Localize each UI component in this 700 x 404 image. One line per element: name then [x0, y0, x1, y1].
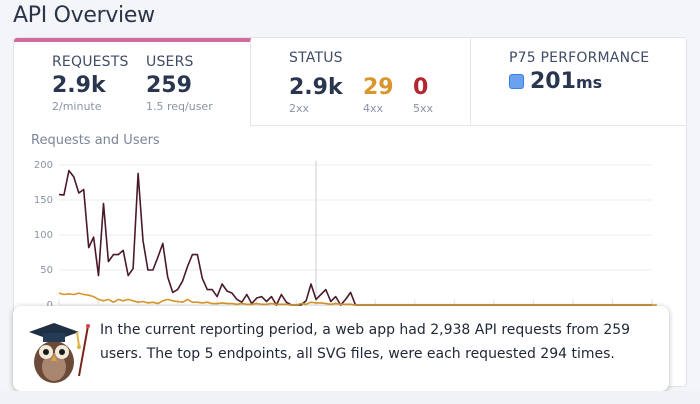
- requests-metric: REQUESTS 2.9k 2/minute: [52, 54, 129, 113]
- performance-value: 201: [530, 69, 576, 94]
- status-4xx: 29 4xx: [363, 72, 394, 116]
- status-5xx: 0 5xx: [413, 72, 434, 116]
- series-line-users: [58, 292, 657, 306]
- summary-banner: In the current reporting period, a web a…: [13, 306, 669, 391]
- performance-metric: P75 PERFORMANCE 201ms: [509, 50, 649, 95]
- users-rate: 1.5 req/user: [146, 100, 213, 113]
- performance-value-row: 201ms: [509, 70, 649, 95]
- status-label: STATUS: [289, 50, 343, 66]
- summary-text: In the current reporting period, a web a…: [100, 322, 631, 362]
- users-value: 259: [146, 73, 192, 98]
- y-tick-label: 150: [34, 195, 53, 206]
- requests-label: REQUESTS: [52, 54, 129, 70]
- page-title: API Overview: [13, 3, 155, 28]
- status-2xx-label: 2xx: [289, 102, 310, 115]
- users-label: USERS: [146, 54, 194, 70]
- tab-status[interactable]: STATUS 2.9k 2xx 29 4xx 0 5xx: [251, 38, 471, 126]
- tab-performance[interactable]: P75 PERFORMANCE 201ms: [471, 38, 686, 126]
- tab-requests-users[interactable]: REQUESTS 2.9k 2/minute USERS 259 1.5 req…: [14, 38, 251, 126]
- y-tick-label: 100: [34, 230, 53, 241]
- users-metric: USERS 259 1.5 req/user: [146, 54, 213, 113]
- performance-label: P75 PERFORMANCE: [509, 50, 650, 66]
- requests-users-chart: 0 50 100 150 200: [34, 160, 657, 311]
- requests-value: 2.9k: [52, 73, 106, 98]
- status-5xx-label: 5xx: [413, 102, 434, 115]
- y-tick-label: 0: [47, 300, 53, 311]
- status-4xx-label: 4xx: [363, 102, 384, 115]
- mascot-owl-graduate-icon: [29, 323, 90, 383]
- y-tick-label: 50: [40, 265, 53, 276]
- metric-tabs: REQUESTS 2.9k 2/minute USERS 259 1.5 req…: [14, 38, 686, 126]
- performance-swatch: [509, 74, 524, 89]
- status-4xx-value: 29: [363, 75, 394, 100]
- performance-unit: ms: [575, 73, 603, 92]
- status-2xx-value: 2.9k: [289, 75, 343, 100]
- status-5xx-value: 0: [413, 75, 429, 100]
- requests-rate: 2/minute: [52, 100, 102, 113]
- series-line-requests: [58, 169, 652, 306]
- map-preview-strip: [0, 391, 700, 404]
- y-tick-label: 200: [34, 160, 53, 171]
- status-metric: STATUS: [289, 50, 343, 66]
- chart-title: Requests and Users: [31, 133, 160, 148]
- status-2xx: 2.9k 2xx: [289, 72, 343, 116]
